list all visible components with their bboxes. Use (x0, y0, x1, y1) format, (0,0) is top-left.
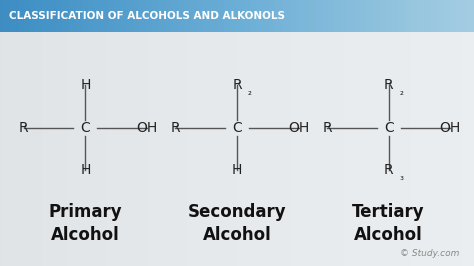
Text: R: R (171, 121, 180, 135)
Text: H: H (80, 163, 91, 177)
Text: CLASSIFICATION OF ALCOHOLS AND ALKONOLS: CLASSIFICATION OF ALCOHOLS AND ALKONOLS (9, 11, 285, 21)
Text: ₂: ₂ (399, 87, 403, 97)
Text: © Study.com: © Study.com (401, 249, 460, 258)
Text: OH: OH (440, 121, 461, 135)
Text: ₃: ₃ (399, 172, 403, 182)
Text: Tertiary
Alcohol: Tertiary Alcohol (352, 203, 425, 244)
Text: R: R (322, 121, 332, 135)
Text: Primary
Alcohol: Primary Alcohol (48, 203, 122, 244)
Text: OH: OH (288, 121, 309, 135)
Text: R: R (19, 121, 28, 135)
Text: C: C (384, 121, 393, 135)
Text: R: R (384, 163, 393, 177)
Text: OH: OH (137, 121, 157, 135)
Text: Secondary
Alcohol: Secondary Alcohol (188, 203, 286, 244)
Text: R: R (384, 78, 393, 92)
Text: C: C (81, 121, 90, 135)
Text: R: R (232, 78, 242, 92)
Text: H: H (80, 78, 91, 92)
Text: H: H (232, 163, 242, 177)
Text: C: C (232, 121, 242, 135)
Text: ₂: ₂ (247, 87, 251, 97)
